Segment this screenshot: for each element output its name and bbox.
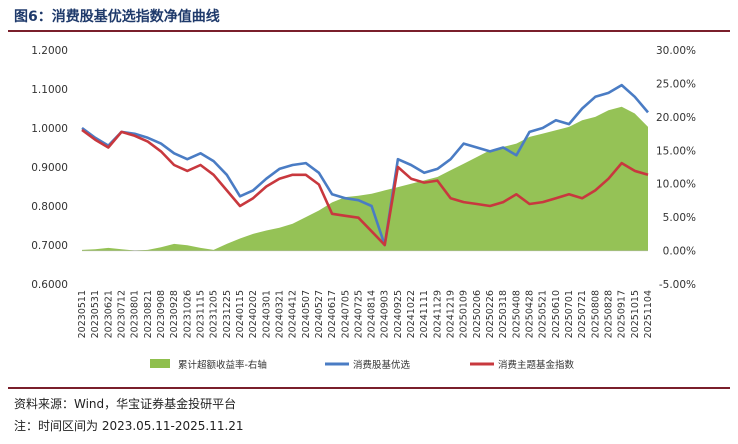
y-tick-label: 0.9000 bbox=[31, 162, 68, 174]
x-tick-label: 20241129 bbox=[432, 290, 443, 338]
y-tick-label: 0.6000 bbox=[31, 279, 68, 291]
y2-tick-label: -5.00% bbox=[659, 279, 696, 291]
y-tick-label: 0.8000 bbox=[31, 201, 68, 213]
x-tick-label: 20230511 bbox=[77, 290, 88, 338]
x-tick-label: 20241219 bbox=[446, 290, 457, 338]
x-tick-label: 20250109 bbox=[459, 290, 470, 338]
x-tick-label: 20250828 bbox=[604, 290, 615, 338]
x-tick-label: 20230801 bbox=[130, 290, 141, 338]
x-tick-label: 20251104 bbox=[643, 290, 654, 338]
y2-tick-label: 25.00% bbox=[656, 78, 696, 90]
footer-rule bbox=[8, 387, 730, 389]
y2-tick-label: 10.00% bbox=[656, 179, 696, 191]
x-tick-label: 20240705 bbox=[340, 290, 351, 338]
x-tick-label: 20240115 bbox=[235, 290, 246, 338]
x-tick-label: 20231115 bbox=[195, 290, 206, 338]
x-tick-label: 20240301 bbox=[261, 290, 272, 338]
chart-title: 图6：消费股基优选指数净值曲线 bbox=[14, 9, 220, 25]
chart-svg: 0.6000 0.7000 0.8000 0.9000 1.0000 1.1000 1.20… bbox=[31, 45, 696, 371]
x-tick-label: 20230712 bbox=[116, 290, 127, 338]
y2-tick-label: 20.00% bbox=[656, 112, 696, 124]
area-series-excess bbox=[82, 106, 648, 251]
x-tick-label: 20250428 bbox=[525, 290, 536, 338]
y2-tick-label: 15.00% bbox=[656, 145, 696, 157]
y2-tick-label: 5.00% bbox=[663, 212, 696, 224]
x-tick-label: 20240412 bbox=[288, 290, 299, 338]
x-tick-label: 20240527 bbox=[314, 290, 325, 338]
x-tick-label: 20250226 bbox=[485, 290, 496, 338]
x-tick-label: 20231026 bbox=[182, 290, 193, 338]
x-tick-label: 20230908 bbox=[156, 290, 167, 338]
y-tick-label: 1.0000 bbox=[31, 123, 68, 135]
x-tick-label: 20250408 bbox=[511, 290, 522, 338]
x-tick-label: 20240321 bbox=[274, 290, 285, 338]
x-tick-label: 20251015 bbox=[630, 290, 641, 338]
title-bar: 图6：消费股基优选指数净值曲线 bbox=[8, 0, 730, 32]
line-series-index bbox=[81, 128, 649, 247]
x-tick-label: 20230621 bbox=[103, 290, 114, 338]
y2-tick-label: 30.00% bbox=[656, 45, 696, 57]
x-tick-label: 20240202 bbox=[248, 290, 259, 338]
x-tick-label: 20240617 bbox=[327, 290, 338, 338]
x-tick-label: 20250721 bbox=[577, 290, 588, 338]
x-tick-label: 20240507 bbox=[301, 290, 312, 338]
title-rule bbox=[8, 30, 730, 32]
x-tick-label: 20231225 bbox=[222, 290, 233, 338]
x-tick-label: 20230821 bbox=[143, 290, 154, 338]
period-note: 注：时间区间为 2023.05.11-2025.11.21 bbox=[14, 419, 244, 433]
x-tick-label: 20240903 bbox=[380, 290, 391, 338]
legend-fund-label: 消费股基优选 bbox=[353, 359, 411, 371]
x-tick-label: 20250206 bbox=[472, 290, 483, 338]
x-tick-label: 20231205 bbox=[209, 290, 220, 338]
x-tick-label: 20230928 bbox=[169, 290, 180, 338]
legend-area-swatch bbox=[150, 359, 170, 368]
x-tick-label: 20240725 bbox=[353, 290, 364, 338]
chart-area: 0.6000 0.7000 0.8000 0.9000 1.0000 1.1000 1.20… bbox=[0, 34, 738, 380]
x-tick-label: 20250917 bbox=[617, 290, 628, 338]
x-tick-label: 20250610 bbox=[551, 290, 562, 338]
x-tick-label: 20240925 bbox=[393, 290, 404, 338]
x-tick-label: 20240814 bbox=[367, 290, 378, 338]
x-tick-label: 20241022 bbox=[406, 290, 417, 338]
y2-tick-label: 0.00% bbox=[663, 246, 696, 258]
x-tick-label: 20250521 bbox=[538, 290, 549, 338]
legend-index-label: 消费主题基金指数 bbox=[498, 359, 575, 371]
source-note: 资料来源：Wind，华宝证券基金投研平台 bbox=[14, 397, 237, 411]
x-tick-label: 20250701 bbox=[564, 290, 575, 338]
x-tick-label: 20250318 bbox=[498, 290, 509, 338]
legend-area-label: 累计超额收益率-右轴 bbox=[178, 359, 267, 371]
x-tick-label: 20250808 bbox=[590, 290, 601, 338]
x-tick-label: 20230531 bbox=[90, 290, 101, 338]
line-series-fund bbox=[81, 83, 649, 247]
y-tick-label: 1.1000 bbox=[31, 84, 68, 96]
x-tick-label: 20241111 bbox=[419, 290, 430, 338]
y-tick-label: 0.7000 bbox=[31, 240, 68, 252]
y-tick-label: 1.2000 bbox=[31, 45, 68, 57]
